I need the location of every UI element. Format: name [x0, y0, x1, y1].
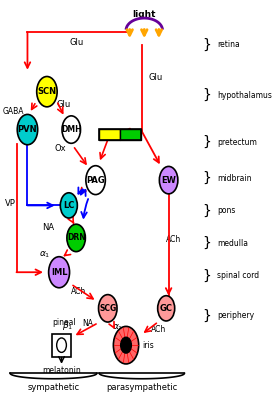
Text: NA: NA [82, 319, 93, 328]
Circle shape [37, 76, 57, 107]
Text: $\alpha_1$: $\alpha_1$ [112, 323, 124, 334]
Bar [99, 129, 120, 140]
Text: parasympathetic: parasympathetic [106, 384, 178, 392]
Text: pretectum: pretectum [217, 138, 257, 147]
Text: Ox: Ox [54, 144, 66, 153]
Text: hypothalamus: hypothalamus [217, 91, 272, 100]
Text: ACh: ACh [166, 235, 181, 244]
Text: }: } [202, 171, 211, 185]
Text: NA: NA [42, 223, 54, 232]
Text: }: } [202, 38, 211, 52]
Text: ACh: ACh [151, 326, 166, 334]
Text: pineal: pineal [52, 318, 76, 327]
Text: iris: iris [142, 341, 153, 350]
Circle shape [159, 166, 178, 194]
Bar [120, 129, 141, 140]
Text: LC: LC [63, 201, 75, 210]
Text: DMH: DMH [61, 125, 82, 134]
Text: SCG: SCG [99, 304, 116, 313]
Text: EW: EW [161, 176, 176, 185]
Text: IML: IML [51, 268, 67, 277]
Text: $\alpha_1$: $\alpha_1$ [39, 250, 51, 260]
Text: GC: GC [160, 304, 173, 313]
Text: }: } [202, 269, 211, 283]
Circle shape [86, 166, 105, 194]
Circle shape [113, 326, 139, 364]
Circle shape [49, 257, 70, 288]
Text: melatonin: melatonin [42, 366, 81, 375]
Text: light: light [132, 10, 156, 20]
Circle shape [121, 337, 131, 353]
Text: DRN: DRN [67, 234, 86, 242]
Text: }: } [202, 135, 211, 149]
Text: periphery: periphery [217, 311, 254, 320]
Text: Glu: Glu [57, 100, 71, 109]
Bar [52, 334, 71, 357]
Circle shape [67, 224, 85, 252]
Circle shape [158, 296, 175, 321]
Bar [99, 129, 141, 140]
Text: }: } [202, 308, 211, 322]
Text: midbrain: midbrain [217, 174, 252, 183]
Text: GABA: GABA [2, 107, 24, 116]
Text: Glu: Glu [148, 73, 162, 82]
Text: retina: retina [217, 40, 240, 49]
Text: }: } [202, 204, 211, 218]
Text: }: } [202, 236, 211, 250]
Text: Glu: Glu [69, 38, 83, 48]
Circle shape [57, 338, 66, 352]
Text: pons: pons [217, 206, 236, 215]
Circle shape [60, 193, 77, 218]
Text: sympathetic: sympathetic [27, 384, 79, 392]
Circle shape [99, 295, 117, 322]
Text: spinal cord: spinal cord [217, 271, 260, 280]
Text: ACh: ACh [71, 286, 86, 296]
Text: $\beta_1$: $\beta_1$ [62, 319, 73, 332]
Text: PAG: PAG [86, 176, 105, 185]
Text: VP: VP [5, 199, 16, 208]
Text: SCN: SCN [37, 87, 57, 96]
Text: }: } [202, 88, 211, 102]
Circle shape [62, 116, 81, 143]
Circle shape [17, 114, 38, 145]
Text: medulla: medulla [217, 239, 248, 248]
Text: PVN: PVN [18, 125, 37, 134]
